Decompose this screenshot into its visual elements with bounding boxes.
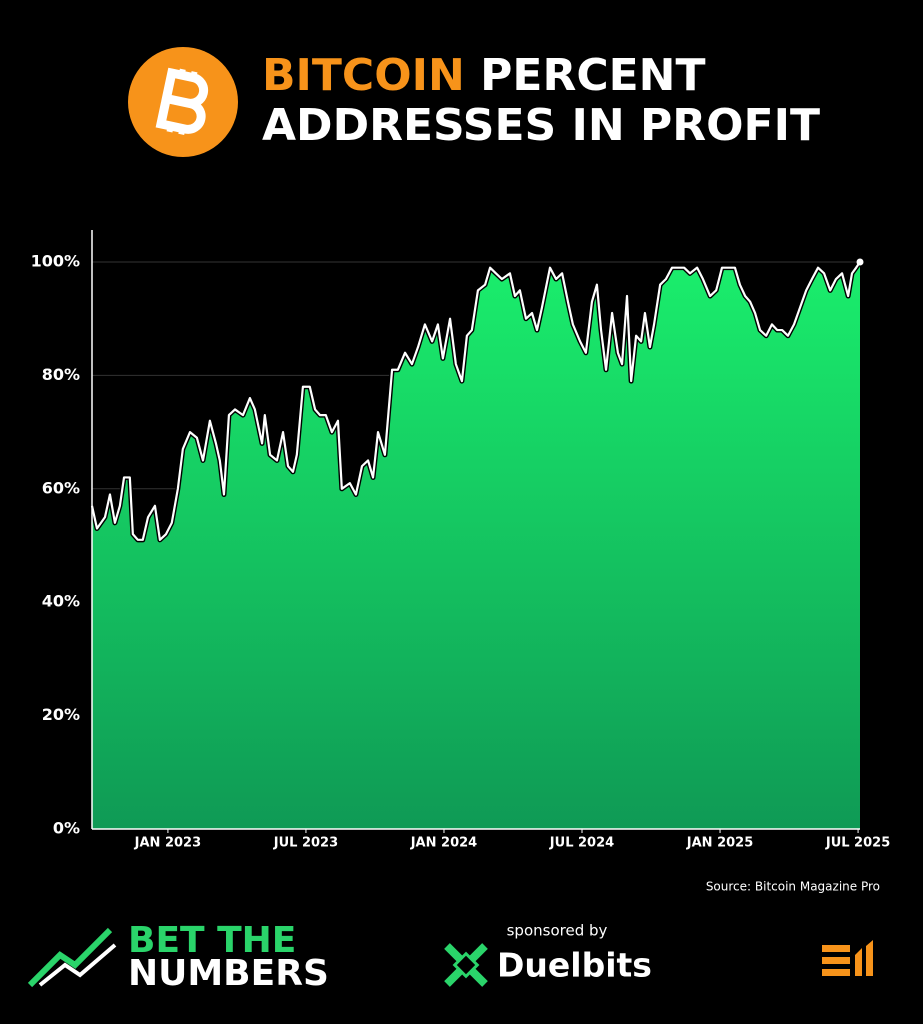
y-tick-label: 20% <box>42 705 80 724</box>
title-highlight: BITCOIN <box>262 50 465 101</box>
bet-the-numbers-logo: BET THE NUMBERS <box>27 920 329 994</box>
logo-arrow <box>27 927 113 988</box>
chart-title: BITCOIN PERCENT <box>262 50 706 101</box>
duelbits-logo <box>444 943 488 987</box>
plot: 0% 20% 40% 60% 80% 100% JAN 2023 JUL 2023 JAN 20… <box>31 230 890 851</box>
corner-logo-columns <box>855 940 873 976</box>
duelbits-icon-center <box>452 951 480 979</box>
corner-logo-bars <box>822 945 850 976</box>
y-tick-label: 100% <box>31 252 80 271</box>
x-tick-label: JUL 2024 <box>549 836 614 851</box>
y-tick-label: 40% <box>42 592 80 611</box>
source: Source: Bitcoin Magazine Pro <box>706 880 880 894</box>
logo-line1: BET THE <box>128 920 296 961</box>
y-tick-label: 80% <box>42 365 80 384</box>
logo-arrow-2 <box>38 943 117 987</box>
sponsor-label: sponsored by <box>507 922 608 940</box>
logo-b-bars <box>166 68 198 135</box>
y-tick-label: 0% <box>53 819 80 838</box>
x-tick-label: JUL 2025 <box>825 836 890 851</box>
chart-title-line2: ADDRESSES IN PROFIT <box>262 100 820 151</box>
bitcoin-logo <box>128 47 238 157</box>
logo-b <box>155 67 209 134</box>
area <box>92 262 860 829</box>
x-tick-label: JAN 2025 <box>686 836 754 851</box>
sponsor: Duelbits <box>497 946 652 985</box>
x-tick-label: JAN 2023 <box>134 836 202 851</box>
logo-line2: NUMBERS <box>128 953 329 994</box>
title-rest: PERCENT <box>480 50 705 101</box>
line <box>90 261 861 541</box>
y-tick-label: 60% <box>42 478 80 497</box>
x-tick-label: JAN 2024 <box>410 836 478 851</box>
end-point <box>856 258 864 266</box>
corner-logo <box>822 940 873 976</box>
x-tick-label: JUL 2023 <box>273 836 338 851</box>
